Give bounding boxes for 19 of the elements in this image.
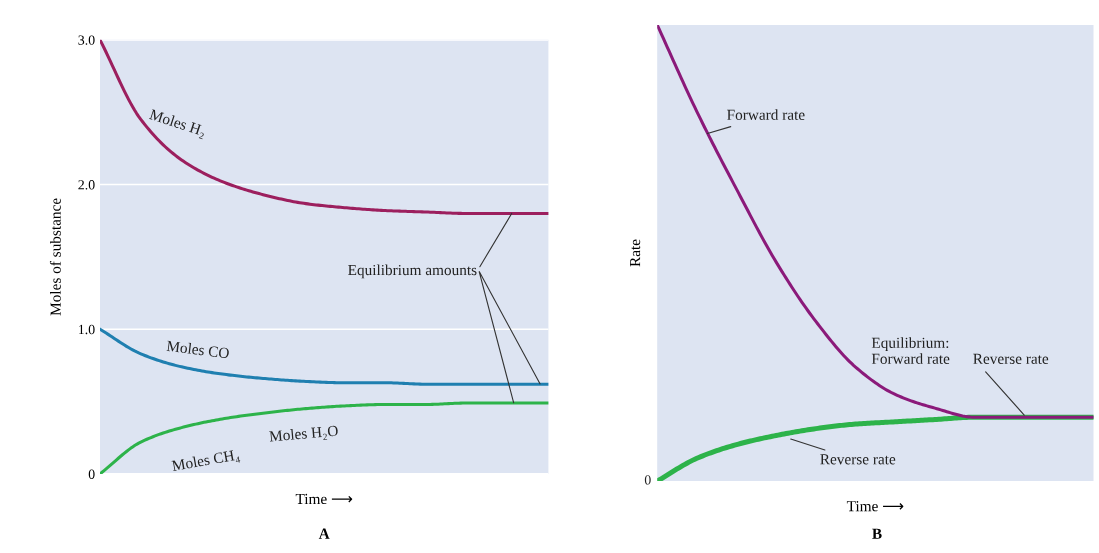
text: 0: [644, 475, 651, 485]
series-label: Reverse rate: [820, 454, 896, 465]
text: Moles CO: [166, 340, 230, 359]
annotation: Equilibrium amounts: [348, 264, 477, 279]
text: Moles H₂: [148, 108, 207, 140]
text: A: [318, 528, 330, 539]
text: B: [872, 528, 882, 539]
text: Moles CH₄: [171, 448, 241, 475]
y-tick-label: 2.0: [78, 180, 95, 190]
y-tick-label: 0: [88, 469, 95, 479]
y-axis-title: Moles of substance: [49, 198, 61, 316]
y-tick-label: 3.0: [78, 35, 95, 45]
annotation: Moles H₂O: [269, 424, 339, 445]
x-axis-title: Time ⟶: [295, 493, 353, 505]
series-label: Forward rate: [727, 109, 805, 120]
annotation: Equilibrium: Forward rate Reverse rate: [871, 337, 1049, 364]
x-axis-title: Time ⟶: [846, 501, 904, 512]
y-tick-label: 1.0: [79, 324, 95, 335]
y-axis-title: Rate: [630, 239, 641, 267]
